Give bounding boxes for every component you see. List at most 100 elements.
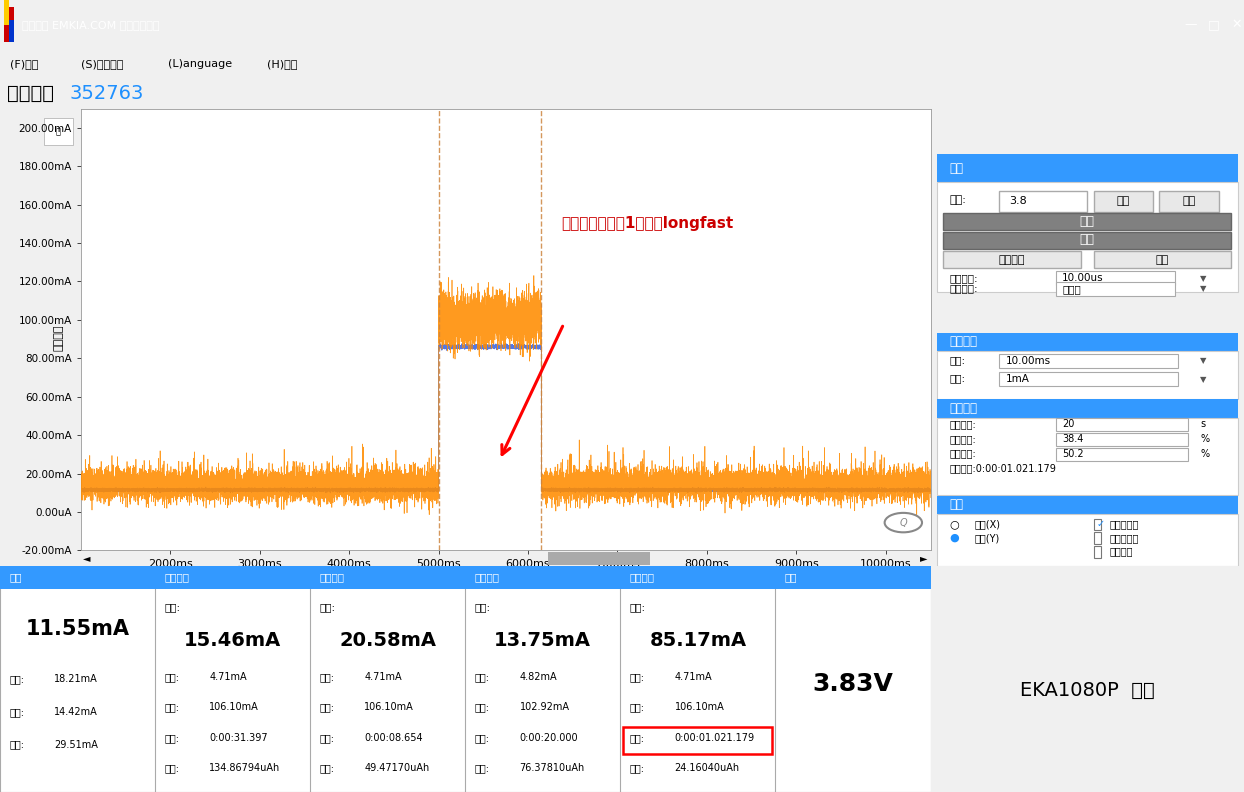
Text: 3.83V: 3.83V — [812, 672, 893, 695]
Bar — [937, 417, 1238, 495]
Text: 清零: 清零 — [1156, 254, 1169, 265]
Text: ✕: ✕ — [1232, 18, 1242, 31]
Text: 功耗:: 功耗: — [629, 763, 644, 773]
Text: 功耗:: 功耗: — [164, 763, 179, 773]
Text: 设定: 设定 — [1117, 196, 1130, 207]
Text: 50.2: 50.2 — [1062, 448, 1084, 459]
Bar — [999, 192, 1087, 211]
Text: 口: 口 — [56, 127, 61, 136]
Text: 显示比例: 显示比例 — [949, 336, 978, 348]
Text: 窗口统计: 窗口统计 — [320, 573, 345, 583]
Text: 继续: 继续 — [1080, 215, 1095, 227]
Bar — [1093, 192, 1153, 211]
Text: 13.75mA: 13.75mA — [494, 631, 591, 650]
Text: 最小:: 最小: — [164, 672, 179, 682]
Text: (F)文件: (F)文件 — [10, 59, 39, 69]
Text: %: % — [1200, 434, 1209, 444]
Bar — [1159, 192, 1219, 211]
Bar — [1093, 532, 1101, 544]
Bar — [1056, 418, 1188, 431]
Text: 时长:: 时长: — [320, 733, 335, 743]
Bar — [1056, 433, 1188, 446]
Text: 最小:: 最小: — [320, 672, 335, 682]
Text: 电压:: 电压: — [949, 195, 967, 205]
Text: 平均:: 平均: — [629, 602, 646, 612]
Text: 85.17mA: 85.17mA — [649, 631, 746, 650]
Text: 时长:: 时长: — [629, 733, 644, 743]
Text: s: s — [1200, 420, 1205, 429]
Bar — [999, 354, 1178, 367]
Text: 11.55mA: 11.55mA — [26, 619, 129, 639]
Text: 电流:: 电流: — [949, 374, 965, 383]
Text: 15.46mA: 15.46mA — [184, 631, 281, 650]
Text: 最大:: 最大: — [629, 703, 644, 712]
Text: 时长:: 时长: — [474, 733, 490, 743]
Text: 电压: 电压 — [785, 573, 797, 583]
Text: 0:00:01.021.179: 0:00:01.021.179 — [674, 733, 755, 743]
Bar — [1093, 519, 1101, 530]
Text: —: — — [1184, 18, 1197, 31]
Text: 游标起点:: 游标起点: — [949, 434, 977, 444]
Text: ✓: ✓ — [1096, 520, 1105, 529]
Text: 最大:: 最大: — [9, 740, 25, 749]
Text: ▼: ▼ — [1200, 274, 1207, 283]
Text: 实时: 实时 — [9, 573, 22, 583]
Bar — [937, 351, 1238, 399]
Text: 自动缩放: 自动缩放 — [999, 254, 1025, 265]
Bar — [4, 0, 9, 25]
Text: 102.92mA: 102.92mA — [520, 703, 570, 712]
Text: 24.16040uAh: 24.16040uAh — [674, 763, 740, 773]
Bar — [937, 514, 1238, 566]
Bar — [465, 566, 621, 589]
Text: 游标统计: 游标统计 — [629, 573, 654, 583]
Bar — [1056, 272, 1176, 285]
Text: 106.10mA: 106.10mA — [364, 703, 414, 712]
Text: 3.8: 3.8 — [1009, 196, 1026, 207]
Bar — [937, 333, 1238, 351]
Text: 记录频率:: 记录频率: — [949, 273, 978, 283]
Text: 近期时长:: 近期时长: — [949, 420, 977, 429]
Text: ▼: ▼ — [1200, 284, 1207, 293]
Text: 最大:: 最大: — [474, 703, 490, 712]
Text: 操作: 操作 — [949, 162, 963, 174]
Text: 106.10mA: 106.10mA — [209, 703, 259, 712]
Text: 20.58mA: 20.58mA — [340, 631, 437, 650]
Text: 近期统计: 近期统计 — [474, 573, 500, 583]
Text: Q: Q — [899, 518, 907, 527]
Text: 时长:: 时长: — [164, 733, 179, 743]
Text: 时间:: 时间: — [949, 356, 965, 365]
Bar — [623, 726, 773, 754]
Bar — [937, 399, 1238, 417]
Text: □: □ — [1208, 18, 1220, 31]
Text: %: % — [1200, 448, 1209, 459]
Text: 平均值: 平均值 — [1062, 284, 1081, 294]
Bar — [9, 20, 14, 42]
Text: 最小:: 最小: — [474, 672, 490, 682]
Bar — [937, 181, 1238, 291]
Text: 4.71mA: 4.71mA — [209, 672, 248, 682]
Text: 4.82mA: 4.82mA — [520, 672, 557, 682]
Bar — [4, 7, 14, 42]
Text: 134.86794uAh: 134.86794uAh — [209, 763, 281, 773]
Text: 最大:: 最大: — [164, 703, 179, 712]
Text: 游标终点:: 游标终点: — [949, 448, 977, 459]
Bar — [943, 213, 1232, 230]
Text: (S)系统设置: (S)系统设置 — [81, 59, 123, 69]
Text: 20: 20 — [1062, 420, 1075, 429]
Text: 10.00us: 10.00us — [1062, 273, 1103, 284]
Text: ▼: ▼ — [1200, 356, 1207, 365]
Text: ◄: ◄ — [83, 554, 91, 563]
Text: (H)帮助: (H)帮助 — [267, 59, 297, 69]
Text: 瞬发变量: 瞬发变量 — [53, 324, 63, 351]
Text: 29.51mA: 29.51mA — [55, 740, 98, 749]
Text: 停止: 停止 — [1080, 234, 1095, 246]
Text: 0:00:08.654: 0:00:08.654 — [364, 733, 423, 743]
Text: 总体统计: 总体统计 — [164, 573, 189, 583]
Text: ○: ○ — [949, 520, 959, 529]
Bar — [0, 566, 156, 589]
Bar — [999, 372, 1178, 386]
Text: 平均:: 平均: — [9, 674, 25, 684]
Text: 14.42mA: 14.42mA — [55, 707, 98, 717]
Text: 最小:: 最小: — [9, 707, 25, 717]
Text: 49.47170uAh: 49.47170uAh — [364, 763, 429, 773]
